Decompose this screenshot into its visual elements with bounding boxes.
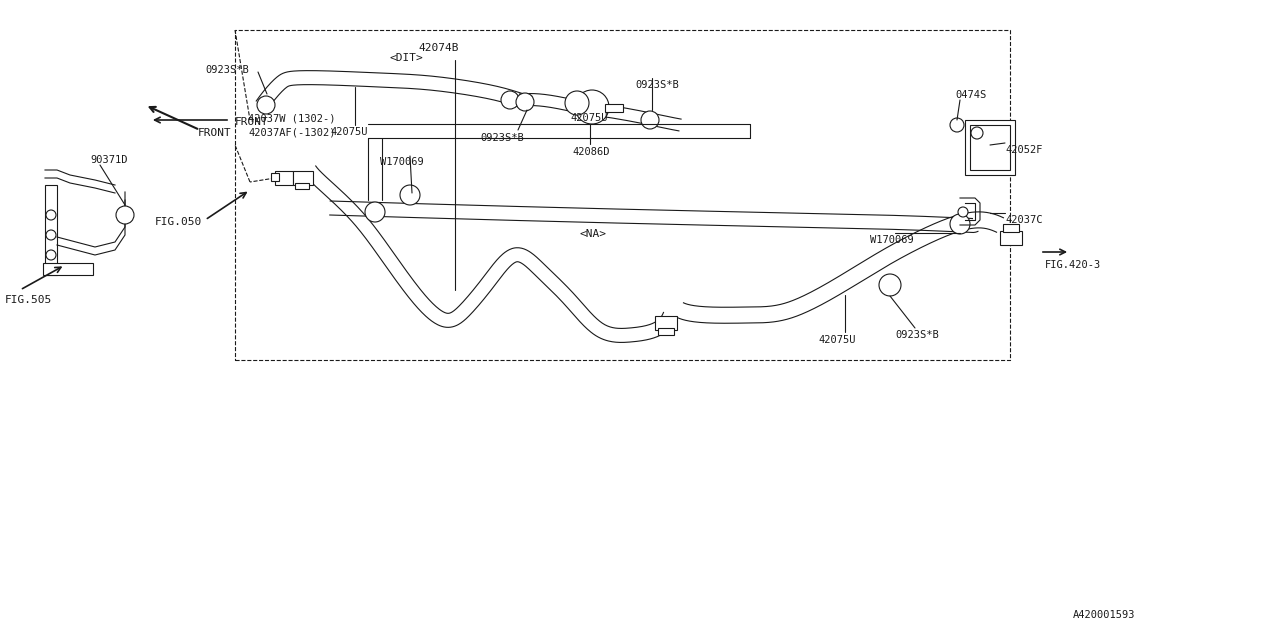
Circle shape bbox=[257, 96, 275, 114]
Circle shape bbox=[116, 206, 134, 224]
Text: 0923S*B: 0923S*B bbox=[480, 133, 524, 143]
Text: 42052F: 42052F bbox=[1005, 145, 1042, 155]
Circle shape bbox=[957, 207, 968, 217]
Text: 42074B: 42074B bbox=[419, 43, 458, 53]
Circle shape bbox=[399, 185, 420, 205]
Bar bbox=[658, 328, 675, 335]
Circle shape bbox=[516, 93, 534, 111]
Text: FRONT: FRONT bbox=[236, 117, 269, 127]
Bar bbox=[294, 183, 308, 189]
Text: 0923S*B: 0923S*B bbox=[895, 330, 938, 340]
Text: 42075U: 42075U bbox=[570, 113, 608, 123]
Bar bbox=[275, 171, 293, 185]
Circle shape bbox=[564, 91, 589, 115]
Bar bbox=[293, 171, 314, 185]
Text: 0923S*B: 0923S*B bbox=[635, 80, 678, 90]
Bar bbox=[1000, 231, 1021, 245]
Circle shape bbox=[972, 127, 983, 139]
Circle shape bbox=[950, 214, 970, 234]
Text: FIG.505: FIG.505 bbox=[5, 295, 52, 305]
Bar bbox=[44, 263, 93, 275]
Text: 42075U: 42075U bbox=[818, 335, 855, 345]
Bar bbox=[970, 125, 1010, 170]
Text: 0474S: 0474S bbox=[955, 90, 987, 100]
Circle shape bbox=[879, 274, 901, 296]
Text: 0923S*B: 0923S*B bbox=[205, 65, 248, 75]
Bar bbox=[605, 104, 623, 112]
Text: 42037W (1302-): 42037W (1302-) bbox=[248, 113, 335, 123]
Text: FRONT: FRONT bbox=[198, 128, 232, 138]
Circle shape bbox=[46, 250, 56, 260]
Text: <DIT>: <DIT> bbox=[390, 53, 424, 63]
Text: <NA>: <NA> bbox=[580, 229, 607, 239]
Bar bbox=[236, 30, 1010, 360]
Text: 42086D: 42086D bbox=[572, 147, 609, 157]
Circle shape bbox=[950, 118, 964, 132]
Text: 90371D: 90371D bbox=[90, 155, 128, 165]
Text: A420001593: A420001593 bbox=[1073, 610, 1135, 620]
Bar bbox=[965, 120, 1015, 175]
Bar bbox=[271, 173, 279, 181]
Text: 42075U: 42075U bbox=[330, 127, 367, 137]
Text: W170069: W170069 bbox=[380, 157, 424, 167]
Circle shape bbox=[641, 111, 659, 129]
Text: W170069: W170069 bbox=[870, 235, 914, 245]
Text: FIG.420-3: FIG.420-3 bbox=[1044, 260, 1101, 270]
Circle shape bbox=[575, 90, 609, 124]
Bar bbox=[655, 316, 677, 330]
Circle shape bbox=[46, 230, 56, 240]
Circle shape bbox=[365, 202, 385, 222]
Circle shape bbox=[46, 210, 56, 220]
Text: 42037AF(-1302): 42037AF(-1302) bbox=[248, 127, 335, 137]
Text: FIG.050: FIG.050 bbox=[155, 217, 202, 227]
Text: 42037C: 42037C bbox=[1005, 215, 1042, 225]
Bar bbox=[45, 185, 58, 275]
Bar bbox=[1004, 224, 1019, 232]
Circle shape bbox=[500, 91, 518, 109]
